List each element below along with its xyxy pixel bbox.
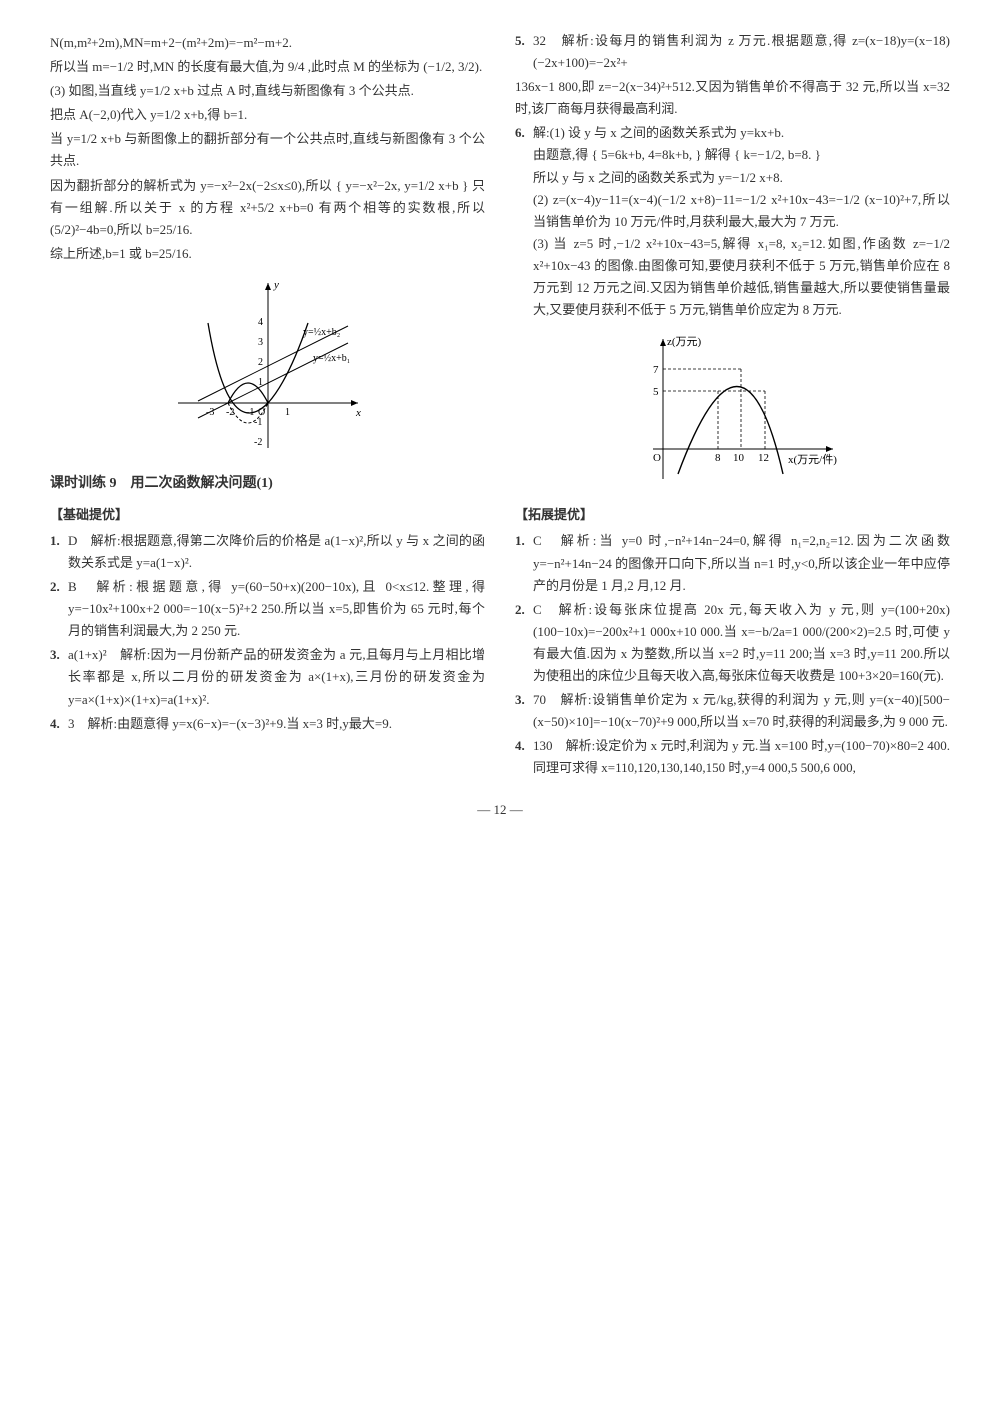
item-number: 1. (515, 530, 533, 596)
item-number: 3. (515, 689, 533, 733)
question-item: 6. 解:(1) 设 y 与 x 之间的函数关系式为 y=kx+b. 由题意,得… (515, 122, 950, 321)
svg-text:5: 5 (653, 386, 659, 398)
para: N(m,m²+2m),MN=m+2−(m²+2m)=−m²−m+2. (50, 32, 485, 54)
svg-text:10: 10 (733, 452, 745, 464)
question-item: 2. C 解析:设每张床位提高 20x 元,每天收入为 y 元,则 y=(100… (515, 599, 950, 687)
svg-text:O: O (653, 452, 661, 464)
para: 所以当 m=−1/2 时,MN 的长度有最大值,为 9/4 ,此时点 M 的坐标… (50, 56, 485, 78)
item-number: 2. (515, 599, 533, 687)
para: 所以 y 与 x 之间的函数关系式为 y=−1/2 x+8. (533, 167, 950, 189)
para: (3) 如图,当直线 y=1/2 x+b 过点 A 时,直线与新图像有 3 个公… (50, 80, 485, 102)
item-body: 解:(1) 设 y 与 x 之间的函数关系式为 y=kx+b. 由题意,得 { … (533, 122, 950, 321)
para: 解:(1) 设 y 与 x 之间的函数关系式为 y=kx+b. (533, 122, 950, 144)
item-number: 2. (50, 576, 68, 642)
para: 136x−1 800,即 z=−2(x−34)²+512.又因为销售单价不得高于… (515, 76, 950, 120)
line-label-b2: y=½x+b₂ (303, 327, 340, 338)
x-axis-label: x (355, 407, 361, 419)
y-axis-label: y (273, 279, 279, 291)
item-body: C 解析:设每张床位提高 20x 元,每天收入为 y 元,则 y=(100+20… (533, 599, 950, 687)
question-item: 5. 32 解析:设每月的销售利润为 z 万元.根据题意,得 z=(x−18)y… (515, 30, 950, 74)
question-item: 1. C 解析:当 y=0 时,−n²+14n−24=0,解得 n₁=2,n₂=… (515, 530, 950, 596)
item-body: D 解析:根据题意,得第二次降价后的价格是 a(1−x)²,所以 y 与 x 之… (68, 530, 485, 574)
question-item: 4. 3 解析:由题意得 y=x(6−x)=−(x−3)²+9.当 x=3 时,… (50, 713, 485, 735)
svg-text:-2: -2 (254, 437, 262, 448)
question-item: 3. 70 解析:设销售单价定为 x 元/kg,获得的利润为 y 元,则 y=(… (515, 689, 950, 733)
svg-text:2: 2 (258, 357, 263, 368)
graph-profit-parabola: z(万元) x(万元/件) O 7 5 8 10 12 (515, 329, 950, 496)
item-body: B 解析:根据题意,得 y=(60−50+x)(200−10x),且 0<x≤1… (68, 576, 485, 642)
page-number: — 12 — (50, 799, 950, 821)
graph-parabola-lines: x y O 1 -1 -2 -3 1 2 3 4 -1 -2 y=½x+b₂ y… (50, 273, 485, 460)
item-body: 70 解析:设销售单价定为 x 元/kg,获得的利润为 y 元,则 y=(x−4… (533, 689, 950, 733)
item-body: 32 解析:设每月的销售利润为 z 万元.根据题意,得 z=(x−18)y=(x… (533, 30, 950, 74)
line-label-b1: y=½x+b₁ (313, 353, 350, 364)
question-item: 1. D 解析:根据题意,得第二次降价后的价格是 a(1−x)²,所以 y 与 … (50, 530, 485, 574)
svg-text:-3: -3 (206, 407, 214, 418)
item-body: 3 解析:由题意得 y=x(6−x)=−(x−3)²+9.当 x=3 时,y最大… (68, 713, 485, 735)
para: 当 y=1/2 x+b 与新图像上的翻折部分有一个公共点时,直线与新图像有 3 … (50, 128, 485, 172)
question-item: 3. a(1+x)² 解析:因为一月份新产品的研发资金为 a 元,且每月与上月相… (50, 644, 485, 710)
svg-text:7: 7 (653, 364, 659, 376)
svg-text:1: 1 (285, 407, 290, 418)
para: 综上所述,b=1 或 b=25/16. (50, 243, 485, 265)
svg-text:-1: -1 (254, 417, 262, 428)
item-number: 1. (50, 530, 68, 574)
lesson-title: 课时训练 9 用二次函数解决问题(1) (50, 472, 485, 496)
svg-text:3: 3 (258, 337, 263, 348)
item-number: 6. (515, 122, 533, 321)
question-item: 2. B 解析:根据题意,得 y=(60−50+x)(200−10x),且 0<… (50, 576, 485, 642)
item-number: 4. (50, 713, 68, 735)
x-axis-label: x(万元/件) (788, 453, 837, 466)
page-content: N(m,m²+2m),MN=m+2−(m²+2m)=−m²−m+2. 所以当 m… (50, 30, 950, 779)
item-number: 4. (515, 735, 533, 779)
svg-text:4: 4 (258, 317, 263, 328)
z-axis-label: z(万元) (667, 336, 702, 348)
para: 由题意,得 { 5=6k+b, 4=8k+b, } 解得 { k=−1/2, b… (533, 144, 950, 166)
para: 因为翻折部分的解析式为 y=−x²−2x(−2≤x≤0),所以 { y=−x²−… (50, 175, 485, 241)
svg-text:8: 8 (715, 452, 721, 464)
item-number: 3. (50, 644, 68, 710)
svg-text:12: 12 (758, 452, 769, 464)
item-body: 130 解析:设定价为 x 元时,利润为 y 元.当 x=100 时,y=(10… (533, 735, 950, 779)
item-number: 5. (515, 30, 533, 74)
para: (3) 当 z=5 时,−1/2 x²+10x−43=5,解得 x₁=8, x₂… (533, 233, 950, 321)
basic-section-label: 【基础提优】 (50, 504, 485, 526)
para: 把点 A(−2,0)代入 y=1/2 x+b,得 b=1. (50, 104, 485, 126)
para: (2) z=(x−4)y−11=(x−4)(−1/2 x+8)−11=−1/2 … (533, 189, 950, 233)
item-body: a(1+x)² 解析:因为一月份新产品的研发资金为 a 元,且每月与上月相比增长… (68, 644, 485, 710)
extension-section-label: 【拓展提优】 (515, 504, 950, 526)
question-item: 4. 130 解析:设定价为 x 元时,利润为 y 元.当 x=100 时,y=… (515, 735, 950, 779)
item-body: C 解析:当 y=0 时,−n²+14n−24=0,解得 n₁=2,n₂=12.… (533, 530, 950, 596)
